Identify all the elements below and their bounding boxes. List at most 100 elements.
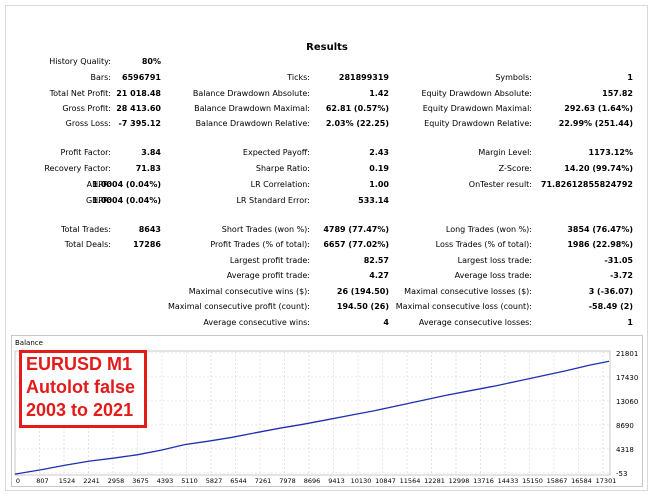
y-tick-label: 4318 — [616, 446, 634, 454]
metric-label: Average consecutive wins: — [203, 318, 310, 327]
x-tick-label: 2241 — [83, 477, 100, 485]
metric-value: 0.19 — [369, 164, 389, 173]
metric-value: -58.49 (2) — [588, 302, 633, 311]
metric-value: 1 — [627, 73, 633, 82]
metric-value: 3854 (76.47%) — [567, 225, 633, 234]
x-tick-label: 2958 — [108, 477, 125, 485]
metric-value: 80% — [141, 57, 161, 66]
metric-value: 2.03% (22.25) — [325, 119, 389, 128]
metric-value: 8643 — [138, 225, 161, 234]
metric-label: Equity Drawdown Relative: — [424, 119, 532, 128]
metric-label: Equity Drawdown Absolute: — [421, 89, 532, 98]
metric-label: Expected Payoff: — [242, 148, 310, 157]
metric-value: 6657 (77.02%) — [323, 240, 389, 249]
metric-label: Margin Level: — [478, 148, 532, 157]
metric-value: -31.05 — [604, 256, 633, 265]
metric-value: 14.20 (99.74%) — [564, 164, 633, 173]
report-title: Results — [306, 42, 348, 53]
caption-autolot: Autolot false — [26, 377, 136, 397]
metric-value: 6596791 — [122, 73, 161, 82]
metric-value: 157.82 — [602, 89, 633, 98]
x-tick-label: 4393 — [157, 477, 174, 485]
metric-value: 1.00 — [369, 180, 389, 189]
x-tick-label: 5110 — [181, 477, 198, 485]
y-tick-label: 21801 — [616, 350, 638, 358]
x-tick-label: 16584 — [571, 477, 592, 485]
caption-period: 2003 to 2021 — [26, 400, 134, 420]
x-tick-label: 13716 — [473, 477, 494, 485]
metric-value: 22.99% (251.44) — [558, 119, 633, 128]
metric-value: 1.0004 (0.04%) — [92, 180, 161, 189]
metric-value: 3.84 — [141, 148, 161, 157]
x-tick-label: 0 — [16, 477, 20, 485]
metric-label: Profit Factor: — [60, 148, 111, 157]
chart-title: Balance — [15, 339, 43, 347]
y-tick-label: 8690 — [616, 422, 634, 430]
metric-label: Maximal consecutive profit (count): — [167, 302, 310, 311]
metric-label: Sharpe Ratio: — [255, 164, 310, 173]
y-tick-label: -53 — [616, 470, 627, 478]
metric-label: Largest loss trade: — [457, 256, 532, 265]
metric-value: 3 (-36.07) — [588, 287, 633, 296]
metric-value: 1986 (22.98%) — [567, 240, 633, 249]
x-tick-label: 807 — [36, 477, 48, 485]
metric-label: Symbols: — [495, 73, 532, 82]
metric-value: 1 — [627, 318, 633, 327]
y-tick-label: 17430 — [616, 374, 638, 382]
x-tick-label: 5827 — [206, 477, 223, 485]
metric-label: Total Deals: — [64, 240, 111, 249]
metric-value: 4 — [383, 318, 389, 327]
metric-label: AHPR: — [86, 180, 111, 189]
metric-label: Maximal consecutive losses ($): — [404, 287, 532, 296]
metric-value: 26 (194.50) — [336, 287, 389, 296]
metric-value: 62.81 (0.57%) — [325, 104, 389, 113]
metric-value: 4789 (77.47%) — [323, 225, 389, 234]
x-tick-label: 15150 — [522, 477, 543, 485]
metric-label: Equity Drawdown Maximal: — [422, 104, 532, 113]
metric-label: LR Correlation: — [250, 180, 310, 189]
metric-value: 28 413.60 — [116, 104, 161, 113]
metric-label: Recovery Factor: — [44, 164, 111, 173]
metric-label: Loss Trades (% of total): — [435, 240, 532, 249]
metric-value: 2.43 — [369, 148, 389, 157]
metric-value: 4.27 — [369, 271, 389, 280]
metric-label: Z-Score: — [498, 164, 532, 173]
x-tick-label: 10847 — [375, 477, 396, 485]
metric-label: Gross Loss: — [65, 119, 111, 128]
x-tick-label: 12998 — [449, 477, 470, 485]
x-tick-label: 8696 — [304, 477, 321, 485]
metric-value: 1173.12% — [588, 148, 633, 157]
x-tick-label: 12281 — [424, 477, 445, 485]
metric-label: Total Trades: — [61, 225, 111, 234]
metric-value: -3.72 — [609, 271, 633, 280]
metric-label: Average profit trade: — [226, 271, 310, 280]
y-tick-label: 13060 — [616, 398, 638, 406]
metric-value: 292.63 (1.64%) — [564, 104, 633, 113]
metric-value: 71.83 — [135, 164, 161, 173]
metric-label: Ticks: — [287, 73, 310, 82]
metric-label: Short Trades (won %): — [221, 225, 310, 234]
metric-value: 194.50 (26) — [336, 302, 389, 311]
balance-line — [14, 360, 610, 475]
metric-label: Maximal consecutive wins ($): — [188, 287, 310, 296]
metric-value: 1.0004 (0.04%) — [92, 196, 161, 205]
metric-label: Largest profit trade: — [229, 256, 310, 265]
metric-label: History Quality: — [49, 57, 111, 66]
metric-value: 1.42 — [369, 89, 389, 98]
x-tick-label: 15867 — [547, 477, 568, 485]
caption-symbol: EURUSD M1 — [26, 354, 133, 374]
metric-label: GHPR: — [85, 196, 111, 205]
metric-value: 21 018.48 — [116, 89, 161, 98]
x-tick-label: 7978 — [279, 477, 296, 485]
x-tick-label: 10130 — [351, 477, 372, 485]
metric-label: Total Net Profit: — [49, 89, 111, 98]
metric-value: 17286 — [133, 240, 161, 249]
metric-value: 281899319 — [338, 73, 389, 82]
x-tick-label: 3675 — [132, 477, 149, 485]
metric-value: 82.57 — [363, 256, 389, 265]
metric-value: 71.82612855824792 — [540, 180, 633, 189]
metric-label: Balance Drawdown Relative: — [195, 119, 310, 128]
metric-label: Maximal consecutive loss (count): — [395, 302, 532, 311]
metric-label: Balance Drawdown Absolute: — [192, 89, 310, 98]
x-tick-label: 17301 — [596, 477, 617, 485]
